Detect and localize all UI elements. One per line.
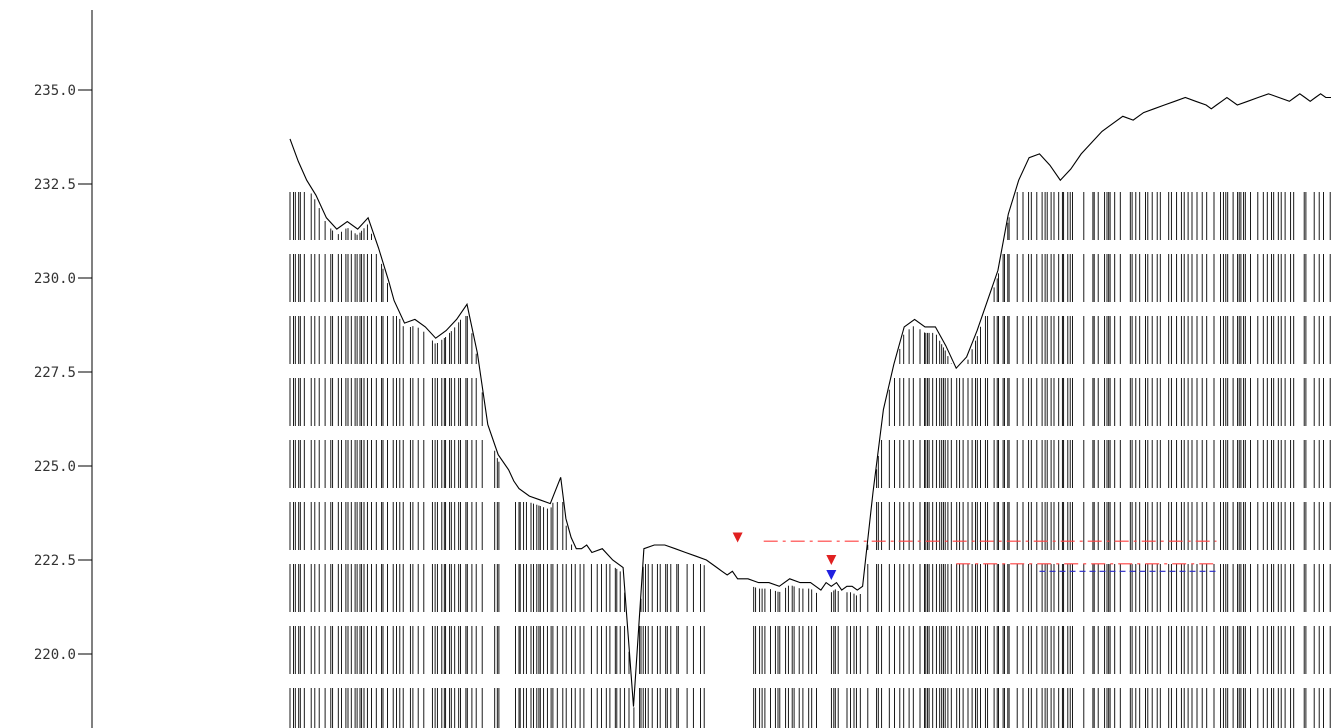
y-axis: 220.0 222.5 225.0 227.5 230.0 232.5 235.0 <box>34 10 93 728</box>
y-tick-label: 222.5 <box>34 553 76 569</box>
price-line <box>289 93 1331 707</box>
y-tick-label: 230.0 <box>34 271 76 287</box>
marker-triangle-down <box>826 555 837 565</box>
volume-bars-layer <box>289 192 1331 728</box>
marker-triangle-down <box>732 532 743 543</box>
y-tick-label: 225.0 <box>34 459 76 475</box>
y-tick-label: 232.5 <box>34 177 76 193</box>
markers-layer <box>732 532 837 581</box>
y-tick-label: 220.0 <box>34 647 76 663</box>
y-tick-label: 235.0 <box>34 83 76 99</box>
y-tick-label: 227.5 <box>34 365 76 381</box>
marker-triangle-down <box>826 570 837 581</box>
series-lines-layer <box>289 93 1331 707</box>
